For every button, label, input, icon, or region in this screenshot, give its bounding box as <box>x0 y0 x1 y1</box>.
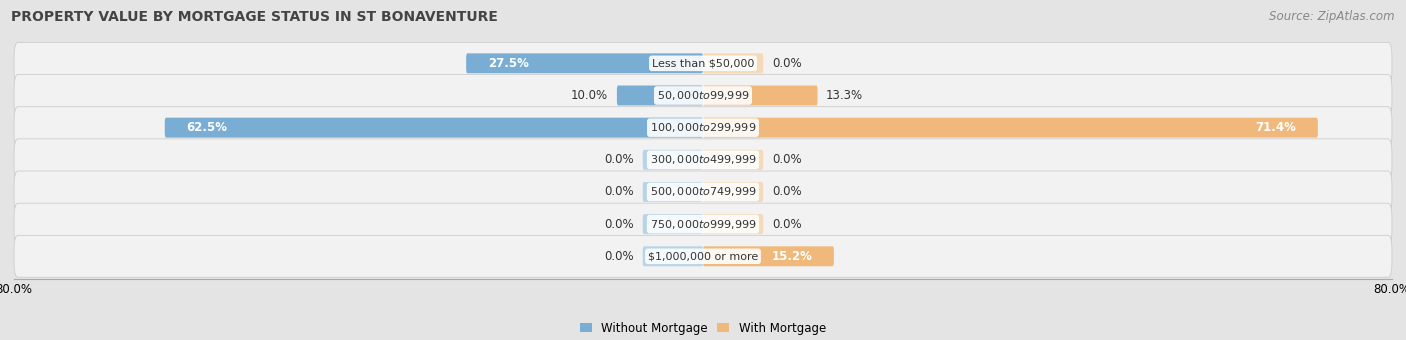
FancyBboxPatch shape <box>165 118 703 138</box>
Text: 27.5%: 27.5% <box>488 57 529 70</box>
Text: 0.0%: 0.0% <box>772 153 801 166</box>
Text: 13.3%: 13.3% <box>827 89 863 102</box>
FancyBboxPatch shape <box>703 182 763 202</box>
Text: $500,000 to $749,999: $500,000 to $749,999 <box>650 185 756 199</box>
Text: 0.0%: 0.0% <box>772 185 801 199</box>
FancyBboxPatch shape <box>643 182 703 202</box>
Text: 0.0%: 0.0% <box>605 218 634 231</box>
Text: Less than $50,000: Less than $50,000 <box>652 58 754 68</box>
Text: $100,000 to $299,999: $100,000 to $299,999 <box>650 121 756 134</box>
FancyBboxPatch shape <box>703 85 817 105</box>
FancyBboxPatch shape <box>467 53 703 73</box>
Legend: Without Mortgage, With Mortgage: Without Mortgage, With Mortgage <box>575 317 831 340</box>
FancyBboxPatch shape <box>643 214 703 234</box>
Text: 71.4%: 71.4% <box>1256 121 1296 134</box>
Text: $750,000 to $999,999: $750,000 to $999,999 <box>650 218 756 231</box>
Text: PROPERTY VALUE BY MORTGAGE STATUS IN ST BONAVENTURE: PROPERTY VALUE BY MORTGAGE STATUS IN ST … <box>11 10 498 24</box>
FancyBboxPatch shape <box>14 42 1392 84</box>
FancyBboxPatch shape <box>14 235 1392 277</box>
FancyBboxPatch shape <box>14 74 1392 116</box>
FancyBboxPatch shape <box>14 139 1392 181</box>
Text: 10.0%: 10.0% <box>571 89 609 102</box>
Text: 0.0%: 0.0% <box>772 218 801 231</box>
FancyBboxPatch shape <box>703 150 763 170</box>
Text: 0.0%: 0.0% <box>772 57 801 70</box>
Text: 0.0%: 0.0% <box>605 153 634 166</box>
Text: $1,000,000 or more: $1,000,000 or more <box>648 251 758 261</box>
FancyBboxPatch shape <box>617 85 703 105</box>
Text: Source: ZipAtlas.com: Source: ZipAtlas.com <box>1270 10 1395 23</box>
Text: $50,000 to $99,999: $50,000 to $99,999 <box>657 89 749 102</box>
FancyBboxPatch shape <box>14 203 1392 245</box>
Text: 0.0%: 0.0% <box>605 185 634 199</box>
FancyBboxPatch shape <box>703 118 1317 138</box>
Text: 0.0%: 0.0% <box>605 250 634 263</box>
FancyBboxPatch shape <box>14 107 1392 149</box>
Text: 62.5%: 62.5% <box>186 121 228 134</box>
FancyBboxPatch shape <box>703 214 763 234</box>
FancyBboxPatch shape <box>643 150 703 170</box>
FancyBboxPatch shape <box>703 246 834 266</box>
Text: $300,000 to $499,999: $300,000 to $499,999 <box>650 153 756 166</box>
FancyBboxPatch shape <box>14 171 1392 213</box>
Text: 15.2%: 15.2% <box>772 250 813 263</box>
FancyBboxPatch shape <box>643 246 703 266</box>
FancyBboxPatch shape <box>703 53 763 73</box>
